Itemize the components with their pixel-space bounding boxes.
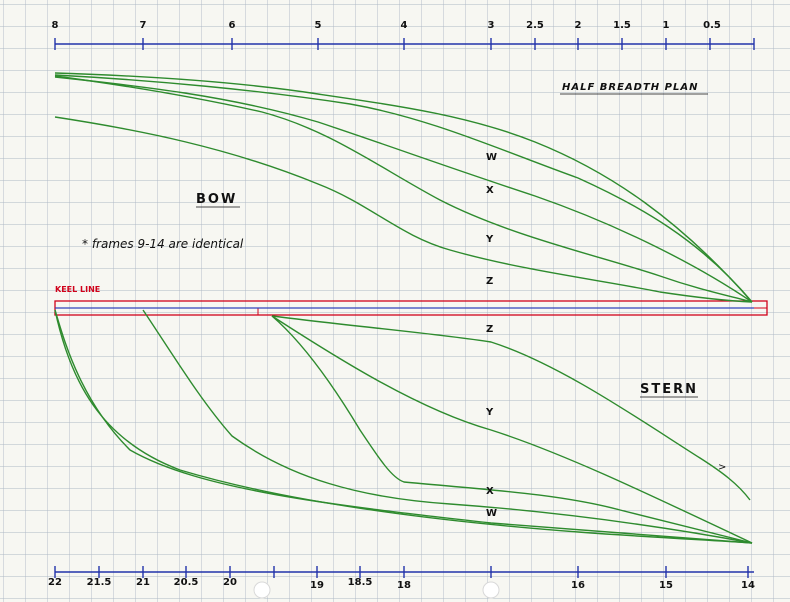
frames-note: * frames 9-14 are identical — [82, 237, 244, 251]
top-tick-label: 1.5 — [613, 20, 631, 31]
top-tick-label: 4 — [401, 20, 408, 31]
stern-waterline-x — [54, 309, 753, 544]
bottom-tick-label: 21.5 — [87, 577, 112, 588]
top-tick-label: 3 — [488, 20, 495, 31]
bow-waterline-x — [54, 76, 753, 303]
bottom-tick-label: 19 — [310, 580, 324, 591]
punch-hole — [253, 581, 271, 599]
bow-waterline-label: W — [486, 152, 497, 163]
top-tick-label: 6 — [229, 20, 236, 31]
bow-waterline-z — [54, 116, 753, 303]
top-tick-label: 2.5 — [526, 20, 544, 31]
bottom-tick-label: 20 — [223, 577, 237, 588]
stern-waterline-z-steep — [271, 315, 753, 544]
top-tick-label: 2 — [575, 20, 582, 31]
bottom-tick-label: 18.5 — [348, 577, 373, 588]
top-tick-label: 1 — [663, 20, 670, 31]
bow-waterline-w-upper — [54, 74, 753, 303]
bottom-tick-label: 22 — [48, 577, 62, 588]
stern-waterline-label: Z — [486, 324, 493, 335]
stern-waterline-label: Y — [485, 407, 494, 418]
stern-label: STERN — [640, 382, 698, 397]
stern-waterline-y-long — [271, 315, 753, 544]
bow-waterline-w — [54, 72, 753, 303]
bottom-station-scale: 22 21.5 21 20.5 20 19 18.5 18 16 15 14 — [48, 566, 755, 591]
bottom-tick-label: 16 — [571, 580, 585, 591]
stern-waterline-label: W — [486, 508, 497, 519]
bottom-tick-label: 21 — [136, 577, 150, 588]
top-tick-label: 8 — [52, 20, 59, 31]
bow-waterline-label: X — [486, 185, 494, 196]
keel-line: KEEL LINE — [54, 285, 768, 316]
punch-hole — [482, 581, 500, 599]
top-tick-label: 0.5 — [703, 20, 721, 31]
bottom-tick-label: 20.5 — [174, 577, 199, 588]
stern-waterline-y — [142, 309, 753, 544]
bottom-tick-label: 18 — [397, 580, 411, 591]
stray-mark: > — [718, 462, 726, 473]
stern-waterlines — [54, 309, 753, 544]
bottom-tick-label: 15 — [659, 580, 673, 591]
bow-waterlines — [54, 72, 753, 303]
plan-title: HALF BREADTH PLAN — [562, 82, 698, 93]
stern-waterline-label: X — [486, 486, 494, 497]
bow-label: BOW — [196, 192, 237, 207]
bow-waterline-label: Y — [485, 234, 494, 245]
keel-line-label: KEEL LINE — [55, 285, 100, 294]
top-tick-label: 7 — [140, 20, 147, 31]
stern-waterline-z — [271, 315, 751, 501]
bottom-tick-label: 14 — [741, 580, 755, 591]
top-tick-label: 5 — [315, 20, 322, 31]
bow-waterline-label: Z — [486, 276, 493, 287]
top-station-scale: 8 7 6 5 4 3 2.5 2 1.5 1 0.5 — [52, 20, 755, 50]
bow-waterline-y — [54, 75, 753, 303]
